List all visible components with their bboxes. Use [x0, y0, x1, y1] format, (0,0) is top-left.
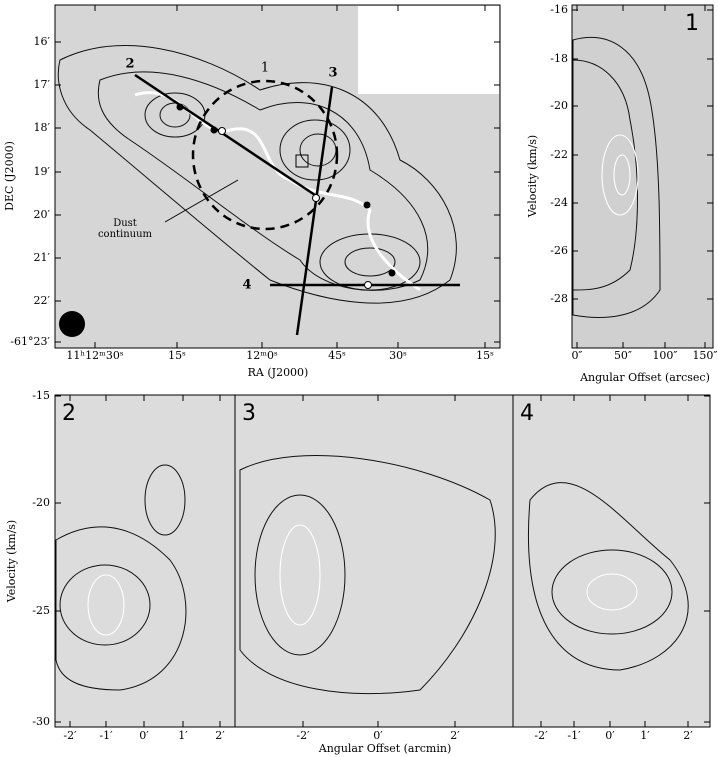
x-axis-label: RA (J2000)	[248, 366, 309, 379]
x-tick-label: 15ˢ	[168, 349, 186, 362]
y-tick-label: -24	[550, 196, 568, 209]
y-tick-label: 20′	[34, 208, 51, 221]
y-tick-label: -61°23′	[10, 335, 50, 348]
x-tick-label: 2′	[215, 729, 225, 742]
y-tick-label: 22′	[34, 294, 51, 307]
y-tick-label: -30	[32, 715, 50, 728]
dust-label-box: Dust continuum	[97, 218, 153, 240]
panel-label: 3	[242, 401, 256, 426]
x-tick-label: 1′	[178, 729, 188, 742]
bottom-panels: Angular Offset (arcmin) Velocity (km/s)	[5, 394, 711, 755]
y-tick-label: 16′	[34, 35, 51, 48]
y-tick-label: 21′	[34, 251, 51, 264]
x-tick-label: 30ˢ	[389, 349, 407, 362]
x-tick-label: 0′	[605, 729, 615, 742]
panel-label: 2	[62, 401, 76, 426]
y-tick-label: 18′	[34, 121, 51, 134]
x-tick-label: 2′	[683, 729, 693, 742]
panel-label: 4	[520, 401, 534, 426]
y-tick-label: -15	[32, 389, 50, 402]
x-tick-label: 2′	[450, 729, 460, 742]
x-tick-label: 150″	[692, 349, 717, 362]
y-tick-label: 17′	[34, 78, 51, 91]
x-axis-label: Angular Offset (arcmin)	[318, 742, 451, 755]
x-tick-label: 0′	[373, 729, 383, 742]
pv-panel-1: 1 Angular Offset (arcsec) Velocity (km/s…	[526, 4, 714, 384]
x-tick-label: -2′	[63, 729, 77, 742]
dust-label: Dust continuum	[97, 218, 153, 240]
y-axis-label: DEC (J2000)	[3, 141, 16, 211]
x-tick-label: 50″	[614, 349, 632, 362]
cut-label: 1	[261, 61, 269, 76]
x-tick-label: -1′	[99, 729, 113, 742]
x-tick-label: -2′	[534, 729, 548, 742]
y-tick-label: -25	[32, 604, 50, 617]
x-tick-label: -1′	[567, 729, 581, 742]
x-tick-label: 0″	[571, 349, 582, 362]
x-tick-label: 15ˢ	[476, 349, 494, 362]
x-tick-label: 0′	[139, 729, 149, 742]
x-tick-label: -2′	[296, 729, 310, 742]
y-tick-label: -16	[550, 3, 568, 16]
panel-label: 1	[685, 11, 699, 36]
x-tick-label: 45ˢ	[328, 349, 346, 362]
cut-label: 2	[125, 57, 134, 72]
y-tick-label: -20	[32, 496, 50, 509]
x-tick-label: 12ᵐ0ˢ	[246, 349, 278, 362]
y-tick-label: 19′	[34, 165, 51, 178]
y-axis-label: Velocity (km/s)	[526, 135, 539, 218]
cut-label: 4	[242, 278, 251, 293]
y-tick-label: -26	[550, 244, 568, 257]
y-tick-label: -20	[550, 99, 568, 112]
y-tick-label: -28	[550, 292, 568, 305]
y-tick-label: -22	[550, 148, 568, 161]
x-tick-label: 1′	[640, 729, 650, 742]
y-axis-label: Velocity (km/s)	[5, 520, 18, 603]
cut-label: 3	[328, 66, 337, 81]
x-tick-label: 100″	[652, 349, 677, 362]
y-tick-label: -18	[550, 52, 568, 65]
map-panel: 1 2 3 4 Dust continuum RA (J2000) DEC (J…	[3, 4, 501, 379]
x-axis-label: Angular Offset (arcsec)	[579, 371, 710, 384]
x-tick-label: 11ʰ12ᵐ30ˢ	[66, 349, 123, 362]
